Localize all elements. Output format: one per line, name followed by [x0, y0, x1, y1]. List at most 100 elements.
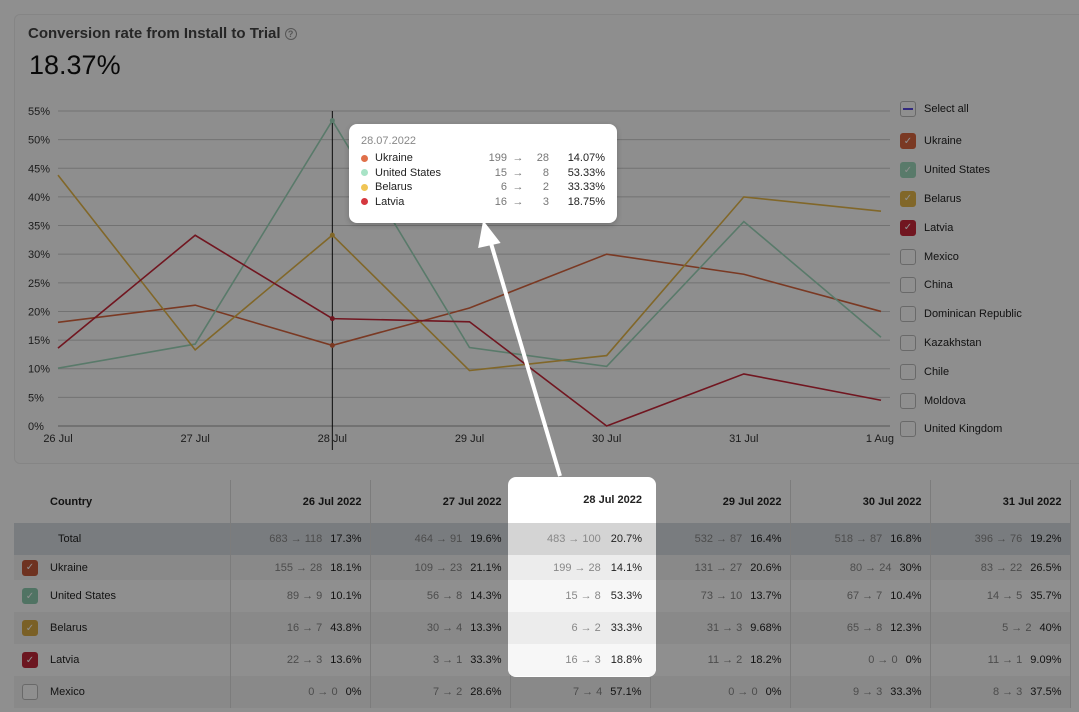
- legend-item[interactable]: Moldova: [900, 386, 1022, 415]
- indeterminate-checkbox-icon[interactable]: [900, 101, 916, 117]
- tooltip-pct: 14.07%: [567, 152, 605, 165]
- data-point[interactable]: [329, 232, 335, 238]
- y-tick-label: 10%: [28, 364, 50, 376]
- value-cell: 683 → 118 17.3%: [230, 523, 371, 555]
- tooltip-to: 28: [536, 152, 549, 165]
- checkbox-icon[interactable]: [900, 363, 916, 380]
- question-circle-icon[interactable]: ?: [284, 28, 297, 40]
- checkbox-icon[interactable]: [900, 334, 916, 351]
- x-tick-label: 27 Jul: [180, 433, 209, 445]
- checkbox-checked-icon[interactable]: ✓: [900, 162, 916, 179]
- y-tick-label: 30%: [28, 249, 50, 261]
- column-header-country[interactable]: Country: [14, 480, 231, 523]
- legend-item[interactable]: ✓ Ukraine: [900, 127, 1022, 156]
- checkbox-checked-icon[interactable]: ✓: [900, 133, 916, 150]
- column-header-date[interactable]: 30 Jul 2022: [790, 480, 931, 523]
- highlight-header[interactable]: 28 Jul 2022: [583, 494, 642, 506]
- checkbox-checked-icon[interactable]: ✓: [22, 559, 38, 576]
- value-cell: 65 → 8 12.3%: [790, 612, 931, 644]
- tooltip-to: 8: [542, 166, 549, 179]
- country-cell: ✓ Belarus: [14, 612, 231, 644]
- legend-item[interactable]: ✓ Latvia: [900, 213, 1022, 242]
- series-line-united-states[interactable]: [57, 119, 882, 369]
- checkbox-checked-icon[interactable]: ✓: [22, 620, 38, 636]
- line-chart: 0% 5% 10% 15% 20% 25% 30% 35% 40% 45% 50% 55% 26 Jul…: [28, 106, 894, 450]
- column-header-date[interactable]: 31 Jul 2022: [930, 480, 1071, 523]
- checkbox-checked-icon[interactable]: ✓: [900, 190, 916, 207]
- value-cell: 67 → 7 10.4%: [790, 580, 931, 612]
- data-point[interactable]: [329, 342, 335, 348]
- value-cell: 0 → 0 0%: [230, 676, 371, 708]
- legend-item[interactable]: Dominican Republic: [900, 300, 1022, 329]
- value-cell: 109 → 23 21.1%: [370, 555, 511, 580]
- table-row[interactable]: ✓ Latvia 22 → 3 13.6% 3 → 1 33.3% 11 → 2 18.2% 0…: [14, 644, 1071, 676]
- value-cell: 8 → 3 37.5%: [930, 676, 1071, 708]
- series-dot-icon: [361, 183, 368, 191]
- checkbox-icon[interactable]: [900, 277, 916, 294]
- legend-label: Chile: [924, 365, 950, 378]
- headline-value: 18.37%: [29, 50, 121, 80]
- table-row[interactable]: Mexico 0 → 0 0% 7 → 2 28.6% 7 → 4 57.1% 0 → 0 0%…: [14, 676, 1071, 708]
- legend-label: Dominican Republic: [924, 308, 1022, 321]
- value-cell: 31 → 3 9.68%: [650, 612, 791, 644]
- tooltip-to: 2: [542, 181, 549, 194]
- legend-label: Kazakhstan: [924, 336, 982, 349]
- legend-item[interactable]: Chile: [900, 357, 1022, 386]
- checkbox-checked-icon[interactable]: ✓: [22, 588, 38, 604]
- country-cell: ✓ Ukraine: [14, 555, 231, 580]
- tooltip-from: 15: [494, 166, 507, 179]
- table-row[interactable]: ✓ United States 89 → 9 10.1% 56 → 8 14.3% 73 →…: [14, 580, 1071, 612]
- legend-item[interactable]: ✓ Belarus: [900, 185, 1022, 214]
- country-cell: Mexico: [14, 676, 231, 708]
- y-tick-label: 35%: [28, 221, 50, 233]
- value-cell: 11 → 1 9.09%: [930, 644, 1071, 676]
- checkbox-icon[interactable]: [900, 248, 916, 265]
- value-cell: 3 → 1 33.3%: [370, 644, 511, 676]
- legend-label: Belarus: [924, 192, 962, 205]
- tooltip-country: Ukraine: [375, 152, 413, 165]
- legend-label: Latvia: [924, 221, 954, 234]
- chart-title: Conversion rate from Install to Trial?: [28, 25, 297, 42]
- legend-item[interactable]: Kazakhstan: [900, 329, 1022, 358]
- tooltip-from: 6: [500, 181, 507, 194]
- legend-label: Ukraine: [924, 135, 962, 148]
- legend-item[interactable]: United Kingdom: [900, 415, 1022, 444]
- checkbox-icon[interactable]: [900, 392, 916, 409]
- checkbox-icon[interactable]: [900, 421, 916, 438]
- tooltip-row: Latvia 16 → 3 18.75%: [361, 195, 605, 210]
- legend-item[interactable]: Mexico: [900, 242, 1022, 271]
- column-header-date[interactable]: 27 Jul 2022: [370, 480, 511, 523]
- y-tick-label: 45%: [28, 163, 50, 175]
- country-cell: Total: [14, 523, 231, 555]
- checkbox-checked-icon[interactable]: ✓: [900, 219, 916, 236]
- legend-item[interactable]: Select all: [900, 95, 1022, 123]
- country-name: Latvia: [50, 654, 80, 666]
- y-tick-label: 20%: [28, 306, 50, 318]
- arrow-icon: →: [512, 181, 524, 194]
- column-header-date[interactable]: 26 Jul 2022: [230, 480, 371, 523]
- country-name: United States: [50, 590, 117, 602]
- value-cell: 0 → 0 0%: [790, 644, 931, 676]
- legend-item[interactable]: ✓ United States: [900, 156, 1022, 185]
- data-point[interactable]: [329, 316, 335, 322]
- arrow-icon: →: [512, 166, 524, 179]
- legend-label: United Kingdom: [924, 423, 1003, 436]
- y-tick-label: 25%: [28, 278, 50, 290]
- series-line-ukraine[interactable]: [57, 253, 882, 347]
- series-line-belarus[interactable]: [57, 174, 882, 372]
- tooltip-to: 3: [542, 195, 549, 208]
- highlight-cell: 16 → 3 18.8%: [508, 644, 656, 676]
- data-point[interactable]: [329, 118, 335, 124]
- tooltip-pct: 18.75%: [567, 195, 605, 208]
- column-header-date[interactable]: 29 Jul 2022: [650, 480, 791, 523]
- value-cell: 7 → 4 57.1%: [510, 676, 651, 708]
- value-cell: 83 → 22 26.5%: [930, 555, 1071, 580]
- tooltip-date: 28.07.2022: [361, 135, 417, 147]
- tooltip-from: 199: [488, 152, 507, 165]
- checkbox-icon[interactable]: [22, 684, 38, 700]
- series-line-latvia[interactable]: [57, 234, 882, 427]
- legend-item[interactable]: China: [900, 271, 1022, 300]
- checkbox-icon[interactable]: [900, 306, 916, 323]
- checkbox-checked-icon[interactable]: ✓: [22, 652, 38, 668]
- value-cell: 155 → 28 18.1%: [230, 555, 371, 580]
